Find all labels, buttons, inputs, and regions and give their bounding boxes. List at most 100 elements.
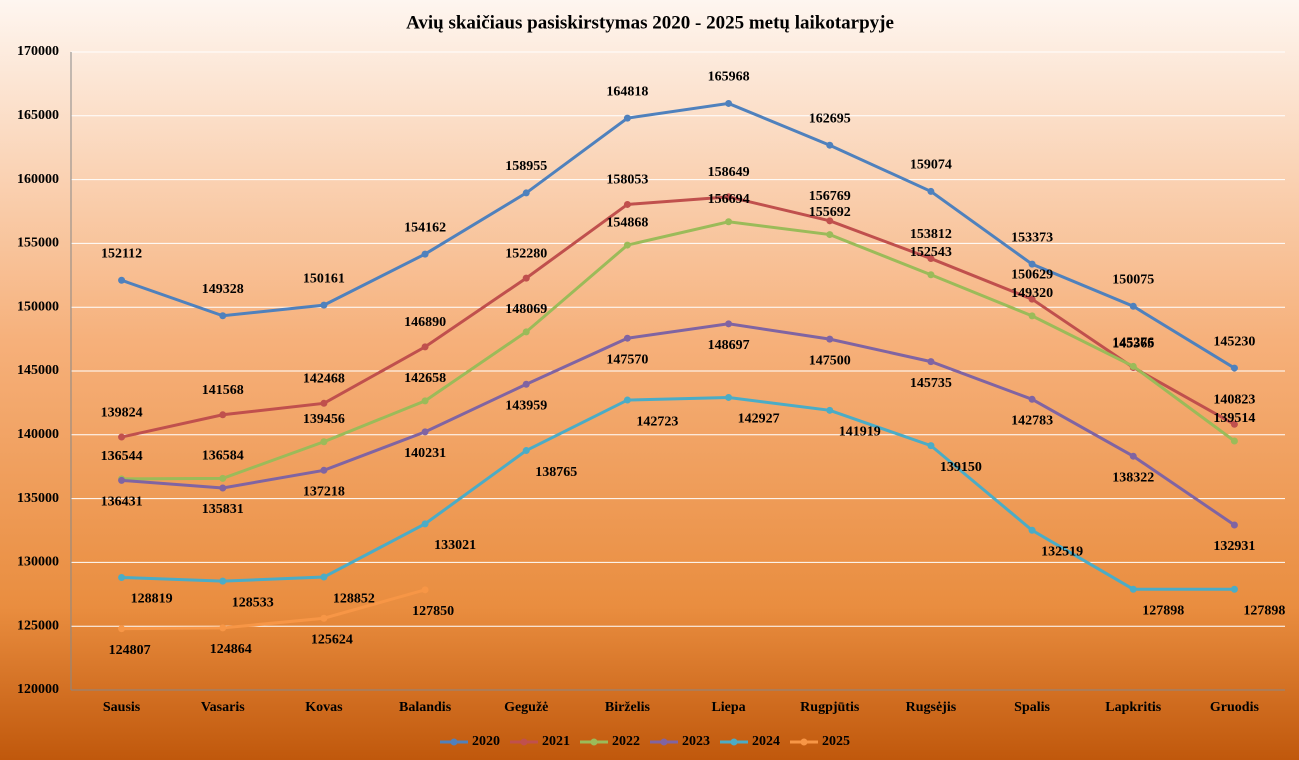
data-label: 153812 [910,227,952,242]
data-point [320,438,328,446]
chart-title: Avių skaičiaus pasiskirstymas 2020 - 202… [406,12,894,33]
data-point [421,397,429,405]
data-point [826,217,834,225]
data-point [118,625,126,633]
legend-marker [450,738,458,746]
data-point [219,312,227,320]
data-point [320,573,328,581]
y-tick-label: 130000 [17,555,59,570]
data-label: 135831 [202,502,244,517]
data-label: 127898 [1243,603,1285,618]
data-point [1028,295,1036,303]
data-label: 132931 [1213,539,1255,554]
data-point [421,520,429,528]
data-label: 140823 [1213,393,1255,408]
data-point [1129,302,1137,310]
data-label: 156694 [708,192,750,207]
data-label: 152543 [910,245,952,260]
data-label: 155692 [809,205,851,220]
data-label: 128852 [333,591,375,606]
data-label: 138765 [535,465,577,480]
data-point [623,241,631,249]
data-label: 152112 [101,246,142,261]
data-point [522,189,530,197]
y-tick-label: 150000 [17,299,59,314]
data-point [1230,585,1238,593]
data-point [320,301,328,309]
x-tick-label: Spalis [1014,700,1050,715]
data-point [522,328,530,336]
data-label: 156769 [809,189,851,204]
data-label: 148069 [505,302,547,317]
data-point [826,406,834,414]
data-label: 158649 [708,165,750,180]
data-label: 158955 [505,159,547,174]
data-label: 145230 [1213,334,1255,349]
data-point [725,193,733,201]
data-label: 142783 [1011,414,1053,429]
data-point [421,428,429,436]
data-label: 149320 [1011,286,1053,301]
data-point [522,447,530,455]
data-point [1028,395,1036,403]
data-label: 142658 [404,371,446,386]
data-label: 147570 [606,352,648,367]
data-label: 149328 [202,282,244,297]
data-point [1129,452,1137,460]
data-point [725,99,733,107]
data-point [1028,312,1036,320]
data-point [1129,362,1137,370]
data-point [1230,420,1238,428]
data-point [725,320,733,328]
data-point [219,577,227,585]
data-label: 142927 [738,412,780,427]
x-tick-label: Liepa [711,700,745,715]
data-label: 127850 [412,604,454,619]
data-label: 162695 [809,111,851,126]
series-line [121,395,1235,591]
legend-label: 2021 [542,734,570,749]
y-tick-label: 165000 [17,108,59,123]
series-line [121,220,1236,481]
data-label: 159074 [910,158,952,173]
data-label: 136431 [101,495,143,510]
data-point [219,474,227,482]
data-point [522,274,530,282]
data-point [118,433,126,441]
y-tick-label: 160000 [17,172,59,187]
data-point [1230,364,1238,372]
data-label: 133021 [434,538,476,553]
legend-label: 2020 [472,734,500,749]
data-point [118,476,126,484]
x-tick-label: Birželis [605,700,651,715]
x-tick-label: Vasaris [201,700,245,715]
data-point [1028,260,1036,268]
data-label: 153373 [1011,230,1053,245]
data-point [623,200,631,208]
data-point [826,335,834,343]
data-label: 138322 [1112,470,1154,485]
data-point [826,231,834,239]
x-tick-label: Balandis [399,700,452,715]
data-label: 139456 [303,412,345,427]
y-tick-label: 170000 [17,44,59,59]
data-label: 128533 [232,595,274,610]
data-point [522,380,530,388]
data-point [725,218,733,226]
data-label: 146890 [404,315,446,330]
data-point [623,396,631,404]
x-tick-label: Rugsėjis [906,700,957,715]
data-label: 127898 [1142,603,1184,618]
data-point [219,411,227,419]
data-point [320,399,328,407]
y-tick-label: 155000 [17,236,59,251]
x-tick-label: Lapkritis [1105,700,1162,715]
data-point [320,614,328,622]
data-label: 152280 [505,246,547,261]
legend-marker [800,738,808,746]
data-point [927,255,935,263]
y-tick-label: 135000 [17,491,59,506]
legend-marker [590,738,598,746]
data-label: 124864 [210,642,252,657]
